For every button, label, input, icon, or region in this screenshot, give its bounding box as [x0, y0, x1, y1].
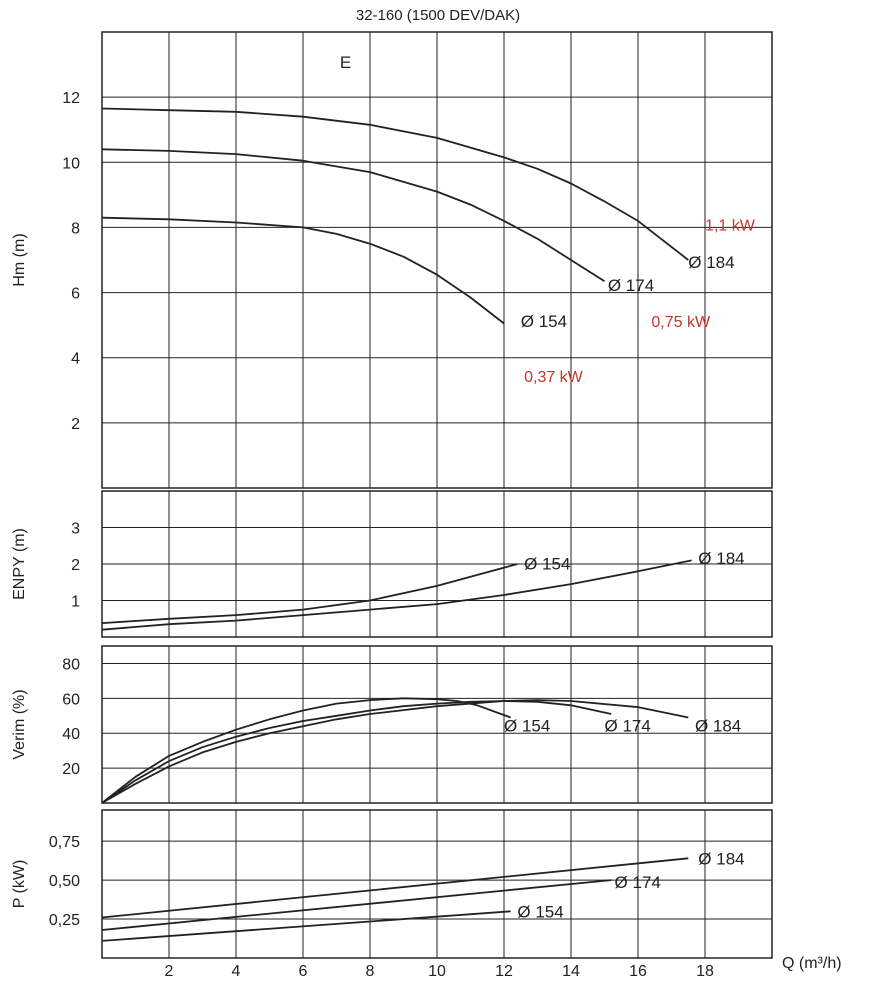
curve-label: Ø 174	[608, 276, 654, 295]
x-tick-label: 10	[428, 963, 446, 980]
curve-label: Ø 154	[521, 312, 567, 331]
series-line-154	[101, 910, 511, 942]
curve-label: Ø 184	[695, 716, 741, 735]
series-line-184	[101, 107, 689, 261]
series-line-154	[101, 216, 505, 325]
y-tick-label: 6	[71, 286, 80, 303]
y-tick-label: 20	[62, 761, 80, 778]
y-tick-label: 1	[71, 594, 80, 611]
series-line-184	[101, 857, 689, 919]
curve-label: Ø 174	[615, 873, 661, 892]
x-axis-label: Q (m³/h)	[782, 955, 842, 972]
curve-label: Ø 184	[698, 850, 744, 869]
y-tick-label: 0,25	[49, 912, 80, 929]
y-tick-label: 0,75	[49, 834, 80, 851]
curve-label: Ø 154	[524, 554, 570, 573]
x-tick-labels: 2 4 6 8 10 12 14 16 18	[165, 963, 714, 980]
x-tick-label: 16	[629, 963, 647, 980]
panel-frame	[101, 490, 773, 638]
series-line-174	[101, 879, 612, 931]
x-tick-label: 14	[562, 963, 580, 980]
y-tick-label: 2	[71, 557, 80, 574]
panel-frame	[101, 645, 773, 804]
y-axis-label: Verim (%)	[11, 689, 28, 759]
panel-3: 20 40 60 80 Verim (%) Ø 154 Ø 174 Ø 184	[11, 645, 773, 804]
x-tick-label: 4	[232, 963, 241, 980]
curve-label: Ø 184	[698, 549, 744, 568]
y-tick-label: 60	[62, 691, 80, 708]
power-annotation: 0,37 kW	[524, 369, 584, 386]
panel-frame	[101, 31, 773, 489]
y-tick-label: 10	[62, 155, 80, 172]
y-axis-label: P (kW)	[11, 860, 28, 909]
y-tick-label: 2	[71, 416, 80, 433]
x-tick-label: 8	[366, 963, 375, 980]
y-tick-label: 80	[62, 656, 80, 673]
x-tick-label: 18	[696, 963, 714, 980]
panel-frame	[101, 809, 773, 959]
x-tick-label: 6	[299, 963, 308, 980]
series-line-154	[101, 697, 512, 804]
y-tick-label: 3	[71, 521, 80, 538]
power-annotation: 0,75 kW	[651, 314, 711, 331]
curve-label: E	[340, 53, 351, 72]
y-tick-label: 12	[62, 90, 80, 107]
series-line-184	[101, 699, 689, 804]
series-line-154	[101, 563, 518, 624]
series-line-184	[101, 559, 692, 631]
curve-label: Ø 184	[688, 253, 734, 272]
curve-label: Ø 154	[504, 716, 550, 735]
panel-2: 1 2 3 ENPY (m) Ø 154 Ø 184	[11, 490, 773, 638]
y-tick-label: 8	[71, 220, 80, 237]
panel-1: 2 4 6 8 10 12 Hm (m) E Ø 154 Ø 174 Ø 184 1,1 kW 0,75…	[11, 31, 773, 489]
curve-label: Ø 174	[605, 716, 651, 735]
curve-label: Ø 154	[517, 902, 563, 921]
y-axis-label: ENPY (m)	[11, 528, 28, 600]
y-tick-label: 0,50	[49, 873, 80, 890]
series-line-174	[101, 148, 605, 282]
x-tick-label: 12	[495, 963, 513, 980]
x-tick-label: 2	[165, 963, 174, 980]
y-tick-label: 4	[71, 351, 80, 368]
y-axis-label: Hm (m)	[11, 233, 28, 286]
panel-4: 0,25 0,50 0,75 P (kW) Ø 154 Ø 174 Ø 184	[11, 809, 773, 959]
chart-title: 32-160 (1500 DEV/DAK)	[356, 7, 520, 24]
y-tick-label: 40	[62, 726, 80, 743]
power-annotation: 1,1 kW	[705, 218, 756, 235]
